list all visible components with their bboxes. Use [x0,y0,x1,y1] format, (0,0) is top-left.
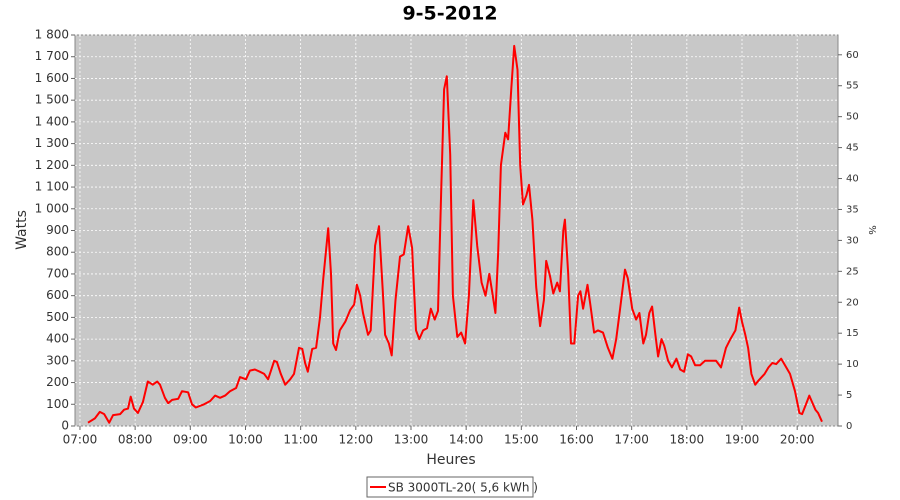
x-tick-label: 12:00 [339,433,374,447]
x-tick-label: 20:00 [780,433,815,447]
y-tick-label: 1 600 [35,71,69,85]
y-tick-label: 1 300 [35,136,69,150]
x-tick-label: 19:00 [725,433,760,447]
y-tick-label: 1 200 [35,158,69,172]
y-tick-label: 400 [46,332,69,346]
y-tick-label: 300 [46,353,69,367]
x-tick-label: 18:00 [670,433,705,447]
y2-tick-label: 30 [846,235,859,246]
x-tick-label: 07:00 [63,433,98,447]
y-tick-label: 500 [46,310,69,324]
y-tick-label: 1 100 [35,180,69,194]
y2-tick-label: 10 [846,359,859,370]
y2-tick-label: 35 [846,204,859,215]
chart-title: 9-5-2012 [402,3,497,25]
y-tick-label: 900 [46,223,69,237]
y2-tick-label: 60 [846,50,859,61]
y-tick-label: 700 [46,266,69,280]
y-tick-label: 1 800 [35,28,69,42]
x-tick-label: 16:00 [559,433,594,447]
y-tick-label: 800 [46,245,69,259]
x-tick-label: 14:00 [449,433,484,447]
x-tick-label: 17:00 [614,433,649,447]
y2-tick-label: 20 [846,297,859,308]
y2-tick-label: 5 [846,390,852,401]
y2-tick-label: 0 [846,421,852,432]
y2-tick-label: 45 [846,143,859,154]
y2-tick-label: 55 [846,81,859,92]
y-tick-label: 0 [61,419,69,433]
x-axis-title: Heures [426,452,475,468]
x-tick-label: 08:00 [118,433,153,447]
y-tick-label: 600 [46,288,69,302]
legend-box [366,476,534,498]
y2-tick-label: 40 [846,174,859,185]
y-tick-label: 1 400 [35,114,69,128]
x-tick-label: 09:00 [173,433,208,447]
y-tick-label: 200 [46,375,69,389]
y-tick-label: 1 700 [35,49,69,63]
y2-tick-label: 25 [846,266,859,277]
y-tick-label: 1 000 [35,201,69,215]
y2-axis-title: % [866,225,877,235]
x-tick-label: 11:00 [283,433,318,447]
y2-tick-label: 50 [846,112,859,123]
y-tick-label: 1 500 [35,93,69,107]
x-tick-label: 10:00 [228,433,263,447]
y2-tick-label: 15 [846,328,859,339]
x-tick-label: 13:00 [394,433,429,447]
x-tick-label: 15:00 [504,433,539,447]
series-line [87,44,823,424]
y-axis-title: Watts [14,210,30,250]
legend-label: SB 3000TL-20( 5,6 kWh ) [388,481,538,495]
y-tick-label: 100 [46,397,69,411]
